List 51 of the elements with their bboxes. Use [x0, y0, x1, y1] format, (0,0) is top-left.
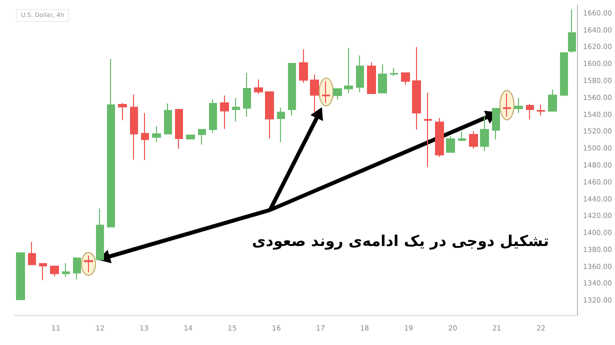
candlestick [503, 93, 511, 118]
candlestick [469, 130, 478, 150]
candlestick [514, 97, 523, 114]
candlestick [333, 88, 342, 100]
candlestick [424, 92, 432, 168]
candlestick [310, 74, 319, 114]
candlestick [118, 102, 127, 121]
candlestick [288, 62, 296, 116]
candlestick [322, 80, 330, 104]
candlestick [232, 98, 240, 122]
candlestick [50, 265, 59, 277]
candlestick [28, 241, 36, 266]
candlestick [141, 112, 149, 161]
candlestick [344, 47, 353, 94]
candlestick [435, 117, 444, 158]
candlestick [62, 262, 70, 278]
candlestick [164, 102, 172, 134]
candlestick [568, 8, 576, 54]
candlestick [243, 72, 251, 118]
candlestick [560, 52, 568, 97]
candlestick [96, 208, 104, 260]
candlestick [254, 79, 263, 94]
candlestick [390, 67, 398, 77]
candlestick [480, 116, 489, 152]
candlestick [39, 263, 47, 281]
candlestick [446, 136, 455, 153]
candlestick [107, 58, 115, 228]
candlestick [356, 55, 364, 93]
candlestick [277, 107, 285, 143]
annotation: تشکیل دوجی در یک ادامه‌ی روند صعودی [250, 232, 551, 250]
candlestick [220, 94, 229, 130]
candlestick [209, 99, 217, 134]
candlestick [84, 255, 93, 273]
candlestick [265, 91, 274, 140]
candlestick [401, 72, 410, 85]
candlestick [16, 252, 25, 300]
candlestick [378, 64, 387, 94]
candlestick [412, 46, 421, 130]
candlestick [367, 62, 376, 94]
candlestick [492, 108, 500, 140]
candlestick [537, 104, 545, 116]
candlestick [198, 129, 206, 146]
candlestick [458, 130, 466, 142]
candlestick [526, 103, 534, 120]
candlestick [152, 126, 161, 143]
candlestick [175, 108, 183, 150]
candlestick [299, 48, 308, 84]
candlestick [130, 94, 138, 160]
candlestick [186, 134, 195, 140]
candlestick [73, 257, 81, 280]
candlestick [548, 88, 557, 112]
